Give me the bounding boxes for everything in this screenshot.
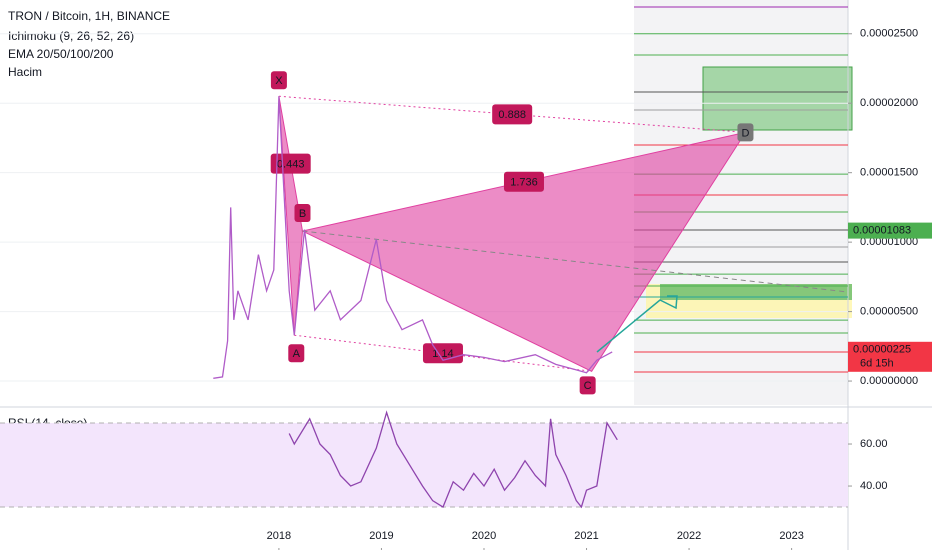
x-tick-label: 2019 [369, 530, 393, 542]
point-box [737, 123, 754, 142]
indicator: Hacim [8, 65, 42, 79]
indicator: Ichimoku (9, 26, 52, 26) [8, 29, 134, 43]
price-line [288, 410, 618, 509]
y-tick-label: 0.00000500 [860, 305, 918, 317]
ratio-box [422, 343, 463, 364]
point-box [579, 376, 596, 395]
y-tick-label: 0.00001000 [860, 236, 918, 248]
indicator: EMA 20/50/100/200 [8, 47, 114, 61]
point-label: D [741, 127, 749, 139]
point-label: B [299, 208, 306, 220]
y-tick-label: 60.00 [860, 438, 888, 450]
x-tick-label: 2021 [574, 530, 598, 542]
ratio-box [270, 153, 311, 174]
price-line [213, 96, 613, 379]
point-box [294, 204, 311, 223]
y-tick-label: 0.00002000 [860, 97, 918, 109]
price-tag [848, 222, 932, 239]
ratio-box [503, 171, 544, 192]
chart-title: TRON / Bitcoin, 1H, BINANCE [8, 9, 170, 23]
point-label: C [584, 380, 592, 392]
arrow [596, 295, 678, 353]
ratio-box [492, 104, 533, 125]
price-tag [848, 341, 932, 372]
price-tag-label: 0.00001083 [853, 225, 911, 237]
point-label: A [293, 348, 301, 360]
y-tick-label: 0.00001500 [860, 167, 918, 179]
projection-line [302, 230, 849, 293]
rsi-band [0, 423, 848, 508]
point-label: X [275, 75, 283, 87]
x-tick-label: 2018 [267, 530, 291, 542]
ratio-label: 0.443 [277, 159, 305, 171]
x-tick-label: 2023 [779, 530, 803, 542]
y-tick-label: 0.00000000 [860, 375, 918, 387]
ratio-label: 0.888 [498, 109, 526, 121]
y-tick-label: 40.00 [860, 480, 888, 492]
entry-target [660, 284, 852, 300]
target-zone [702, 66, 853, 131]
ratio-label: 1.736 [510, 177, 538, 189]
point-box [288, 344, 305, 363]
y-tick-label: 0.00002500 [860, 28, 918, 40]
countdown: 6d 15h [860, 358, 894, 370]
x-tick-label: 2020 [472, 530, 496, 542]
price-tag-label: 0.00000225 [853, 344, 911, 356]
point-box [270, 71, 287, 90]
x-tick-label: 2022 [677, 530, 701, 542]
